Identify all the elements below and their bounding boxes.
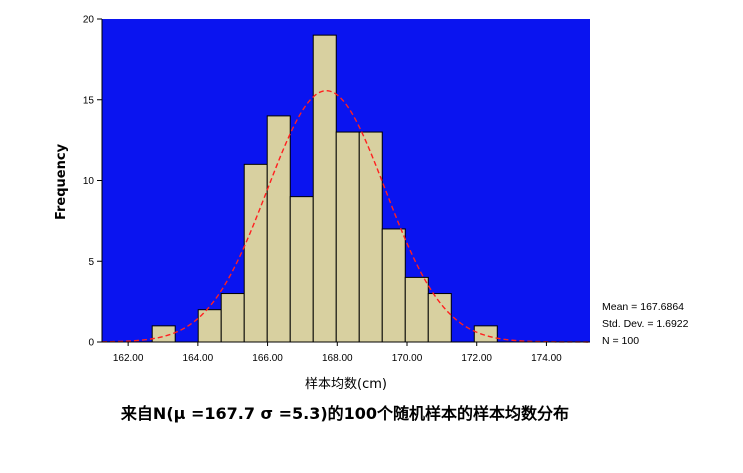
- x-tick-label: 164.00: [183, 353, 214, 364]
- y-tick-label: 20: [83, 15, 95, 26]
- x-axis-ticks: 162.00 164.00 166.00 168.00 170.00 172.00 174.…: [113, 342, 562, 364]
- y-axis-title: Frequency: [54, 143, 69, 220]
- histogram-bar: [473, 325, 498, 343]
- stat-mean: Mean = 167.6864: [602, 301, 684, 313]
- histogram-bar: [358, 131, 383, 343]
- y-tick-label: 10: [83, 176, 95, 187]
- y-tick-label: 5: [88, 257, 94, 268]
- histogram-bar: [151, 325, 176, 343]
- x-axis-title: 样本均数(cm): [305, 377, 387, 392]
- x-tick-label: 170.00: [392, 353, 423, 364]
- histogram-bar: [266, 115, 291, 343]
- histogram-bar: [220, 293, 245, 343]
- x-tick-label: 168.00: [322, 353, 353, 364]
- histogram-bar: [243, 163, 268, 343]
- figure-caption: 来自N(μ =167.7 σ =5.3)的100个随机样本的样本均数分布: [120, 404, 569, 423]
- x-tick-label: 166.00: [252, 353, 283, 364]
- histogram-bar: [312, 34, 337, 343]
- x-tick-label: 174.00: [531, 353, 562, 364]
- x-tick-label: 162.00: [113, 353, 144, 364]
- y-tick-label: 15: [83, 95, 95, 106]
- histogram-bar: [289, 196, 314, 343]
- normal-curve: [101, 90, 590, 343]
- y-tick-label: 0: [88, 338, 94, 349]
- histogram-bars: [151, 34, 498, 343]
- stat-std-dev: Std. Dev. = 1.6922: [602, 318, 689, 330]
- histogram-bar: [381, 228, 406, 343]
- stat-n: N = 100: [602, 335, 639, 347]
- y-axis-ticks: 0 5 10 15 20: [83, 15, 102, 349]
- histogram-bar: [404, 276, 429, 343]
- x-tick-label: 172.00: [461, 353, 492, 364]
- histogram-bar: [335, 131, 360, 343]
- histogram-bar: [427, 293, 452, 343]
